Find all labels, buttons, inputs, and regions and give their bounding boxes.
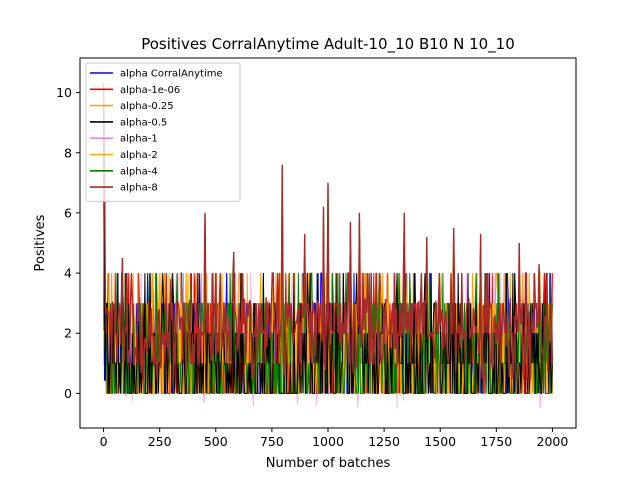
series-line bbox=[102, 83, 554, 382]
x-tick-label: 500 bbox=[204, 434, 228, 449]
legend-label: alpha-1 bbox=[120, 134, 158, 145]
legend-label: alpha-0.5 bbox=[120, 117, 167, 128]
x-tick-label: 2000 bbox=[537, 434, 569, 449]
legend: alpha CorralAnytime alpha-1e-06 alpha-0.25… bbox=[85, 62, 241, 202]
chart-title: Positives CorralAnytime Adult-10_10 B10 … bbox=[141, 35, 515, 54]
legend-label: alpha CorralAnytime bbox=[120, 69, 223, 80]
x-tick-label: 250 bbox=[148, 434, 172, 449]
legend-label: alpha-1e-06 bbox=[120, 85, 180, 96]
y-tick-label: 8 bbox=[64, 145, 72, 160]
x-tick-label: 1250 bbox=[368, 434, 400, 449]
x-tick-label: 1750 bbox=[480, 434, 512, 449]
series-line bbox=[103, 105, 553, 394]
y-axis: 0 2 4 6 8 10 bbox=[56, 85, 80, 401]
legend-label: alpha-4 bbox=[120, 166, 158, 177]
y-tick-label: 10 bbox=[56, 85, 72, 100]
y-tick-label: 0 bbox=[64, 386, 72, 401]
series-traces bbox=[102, 83, 554, 409]
x-tick-label: 1500 bbox=[424, 434, 456, 449]
x-axis-label: Number of batches bbox=[266, 456, 391, 471]
y-axis-label: Positives bbox=[33, 214, 48, 271]
y-tick-label: 2 bbox=[64, 326, 72, 341]
legend-label: alpha-8 bbox=[120, 183, 158, 194]
x-tick-label: 750 bbox=[260, 434, 284, 449]
legend-box bbox=[85, 62, 241, 202]
y-tick-label: 4 bbox=[64, 266, 72, 281]
x-tick-label: 1000 bbox=[312, 434, 344, 449]
legend-label: alpha-2 bbox=[120, 150, 158, 161]
y-tick-label: 6 bbox=[64, 205, 72, 220]
x-axis: 0 250 500 750 1000 1250 1500 1750 2000 bbox=[100, 428, 569, 449]
x-tick-label: 0 bbox=[100, 434, 108, 449]
legend-label: alpha-0.25 bbox=[120, 101, 174, 112]
